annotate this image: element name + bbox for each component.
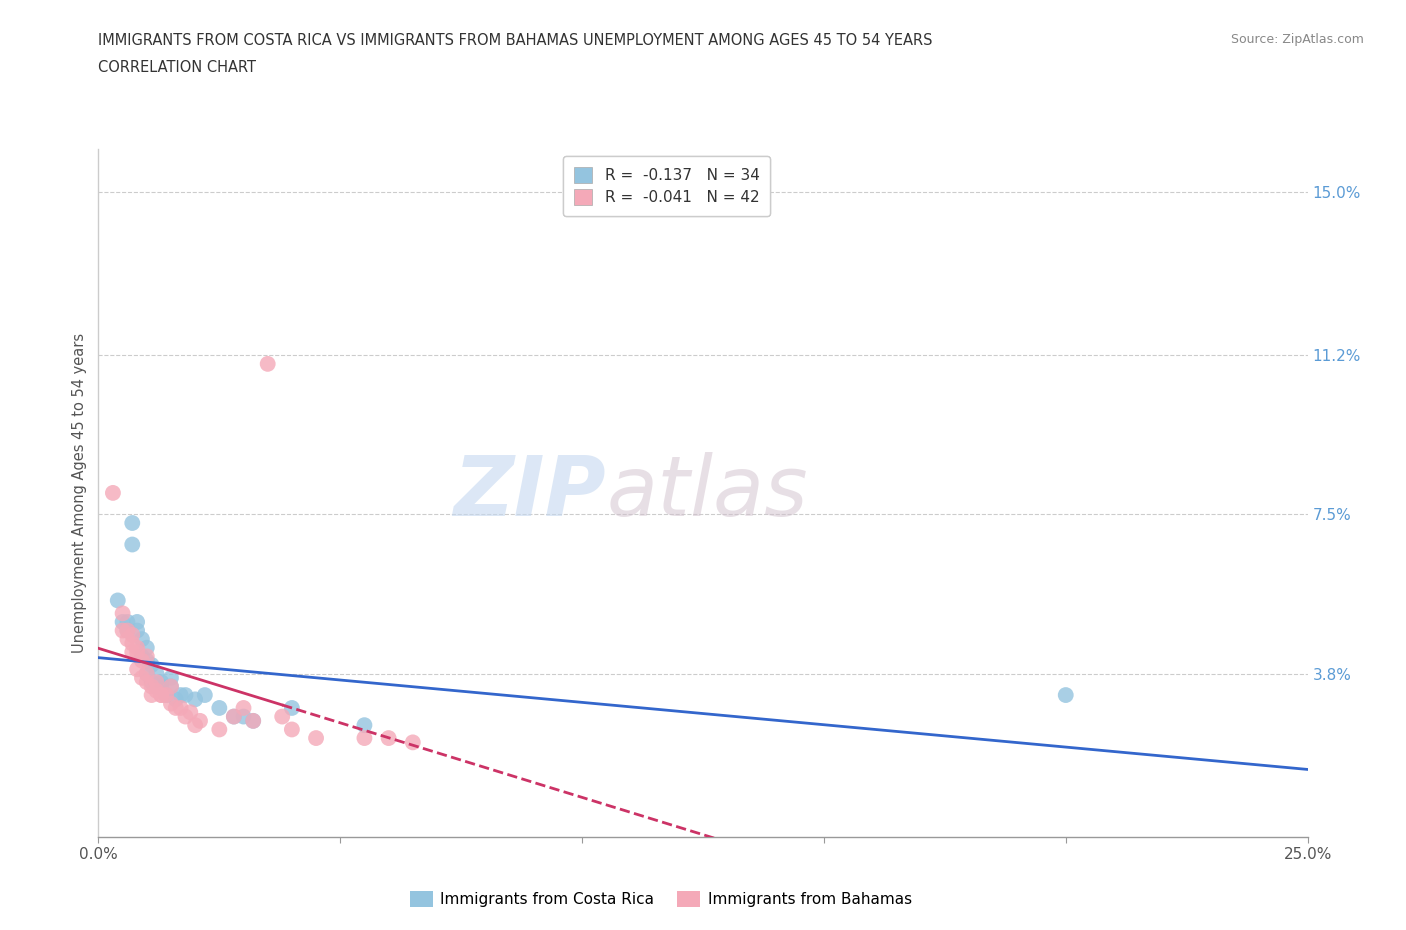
Point — [208, 700, 231, 715]
Point — [135, 641, 157, 656]
Point — [101, 485, 124, 500]
Point — [174, 687, 197, 702]
Point — [107, 593, 129, 608]
Text: atlas: atlas — [606, 452, 808, 534]
Point — [353, 718, 375, 733]
Point — [169, 700, 191, 715]
Point — [121, 644, 143, 659]
Point — [160, 697, 183, 711]
Point — [111, 623, 134, 638]
Point — [121, 636, 143, 651]
Point — [135, 653, 157, 668]
Point — [135, 649, 157, 664]
Point — [281, 722, 304, 737]
Point — [305, 731, 328, 746]
Point — [353, 731, 375, 746]
Y-axis label: Unemployment Among Ages 45 to 54 years: Unemployment Among Ages 45 to 54 years — [72, 333, 87, 653]
Point — [131, 649, 153, 664]
Point — [127, 623, 149, 638]
Point — [145, 666, 167, 681]
Point — [127, 644, 149, 659]
Point — [222, 710, 245, 724]
Point — [145, 675, 167, 690]
Point — [135, 666, 157, 681]
Point — [131, 671, 153, 685]
Point — [141, 658, 163, 672]
Text: CORRELATION CHART: CORRELATION CHART — [98, 60, 256, 75]
Point — [160, 679, 183, 694]
Point — [377, 731, 399, 746]
Text: Source: ZipAtlas.com: Source: ZipAtlas.com — [1230, 33, 1364, 46]
Point — [281, 700, 304, 715]
Point — [160, 671, 183, 685]
Point — [174, 710, 197, 724]
Point — [179, 705, 201, 720]
Point — [1054, 687, 1077, 702]
Point — [121, 538, 143, 552]
Point — [121, 628, 143, 643]
Point — [194, 687, 217, 702]
Point — [141, 675, 163, 690]
Point — [121, 515, 143, 530]
Point — [127, 641, 149, 656]
Point — [402, 735, 425, 750]
Point — [135, 666, 157, 681]
Point — [184, 692, 207, 707]
Point — [232, 700, 254, 715]
Point — [222, 710, 245, 724]
Point — [117, 615, 139, 630]
Point — [256, 356, 278, 371]
Legend: R =  -0.137   N = 34, R =  -0.041   N = 42: R = -0.137 N = 34, R = -0.041 N = 42 — [564, 156, 770, 216]
Point — [117, 623, 139, 638]
Point — [141, 679, 163, 694]
Point — [165, 700, 187, 715]
Point — [271, 710, 294, 724]
Point — [155, 687, 177, 702]
Point — [150, 687, 173, 702]
Point — [232, 710, 254, 724]
Text: ZIP: ZIP — [454, 452, 606, 534]
Point — [141, 687, 163, 702]
Point — [135, 675, 157, 690]
Point — [150, 679, 173, 694]
Point — [169, 687, 191, 702]
Point — [208, 722, 231, 737]
Point — [111, 606, 134, 621]
Text: IMMIGRANTS FROM COSTA RICA VS IMMIGRANTS FROM BAHAMAS UNEMPLOYMENT AMONG AGES 45: IMMIGRANTS FROM COSTA RICA VS IMMIGRANTS… — [98, 33, 934, 47]
Point — [242, 713, 264, 728]
Point — [117, 631, 139, 646]
Point — [165, 692, 187, 707]
Point — [145, 679, 167, 694]
Point — [127, 615, 149, 630]
Point — [188, 713, 211, 728]
Point — [131, 653, 153, 668]
Point — [150, 675, 173, 690]
Point — [150, 687, 173, 702]
Point — [127, 662, 149, 677]
Point — [242, 713, 264, 728]
Legend: Immigrants from Costa Rica, Immigrants from Bahamas: Immigrants from Costa Rica, Immigrants f… — [404, 884, 918, 913]
Point — [155, 687, 177, 702]
Point — [145, 684, 167, 698]
Point — [184, 718, 207, 733]
Point — [111, 615, 134, 630]
Point — [131, 631, 153, 646]
Point — [160, 679, 183, 694]
Point — [117, 623, 139, 638]
